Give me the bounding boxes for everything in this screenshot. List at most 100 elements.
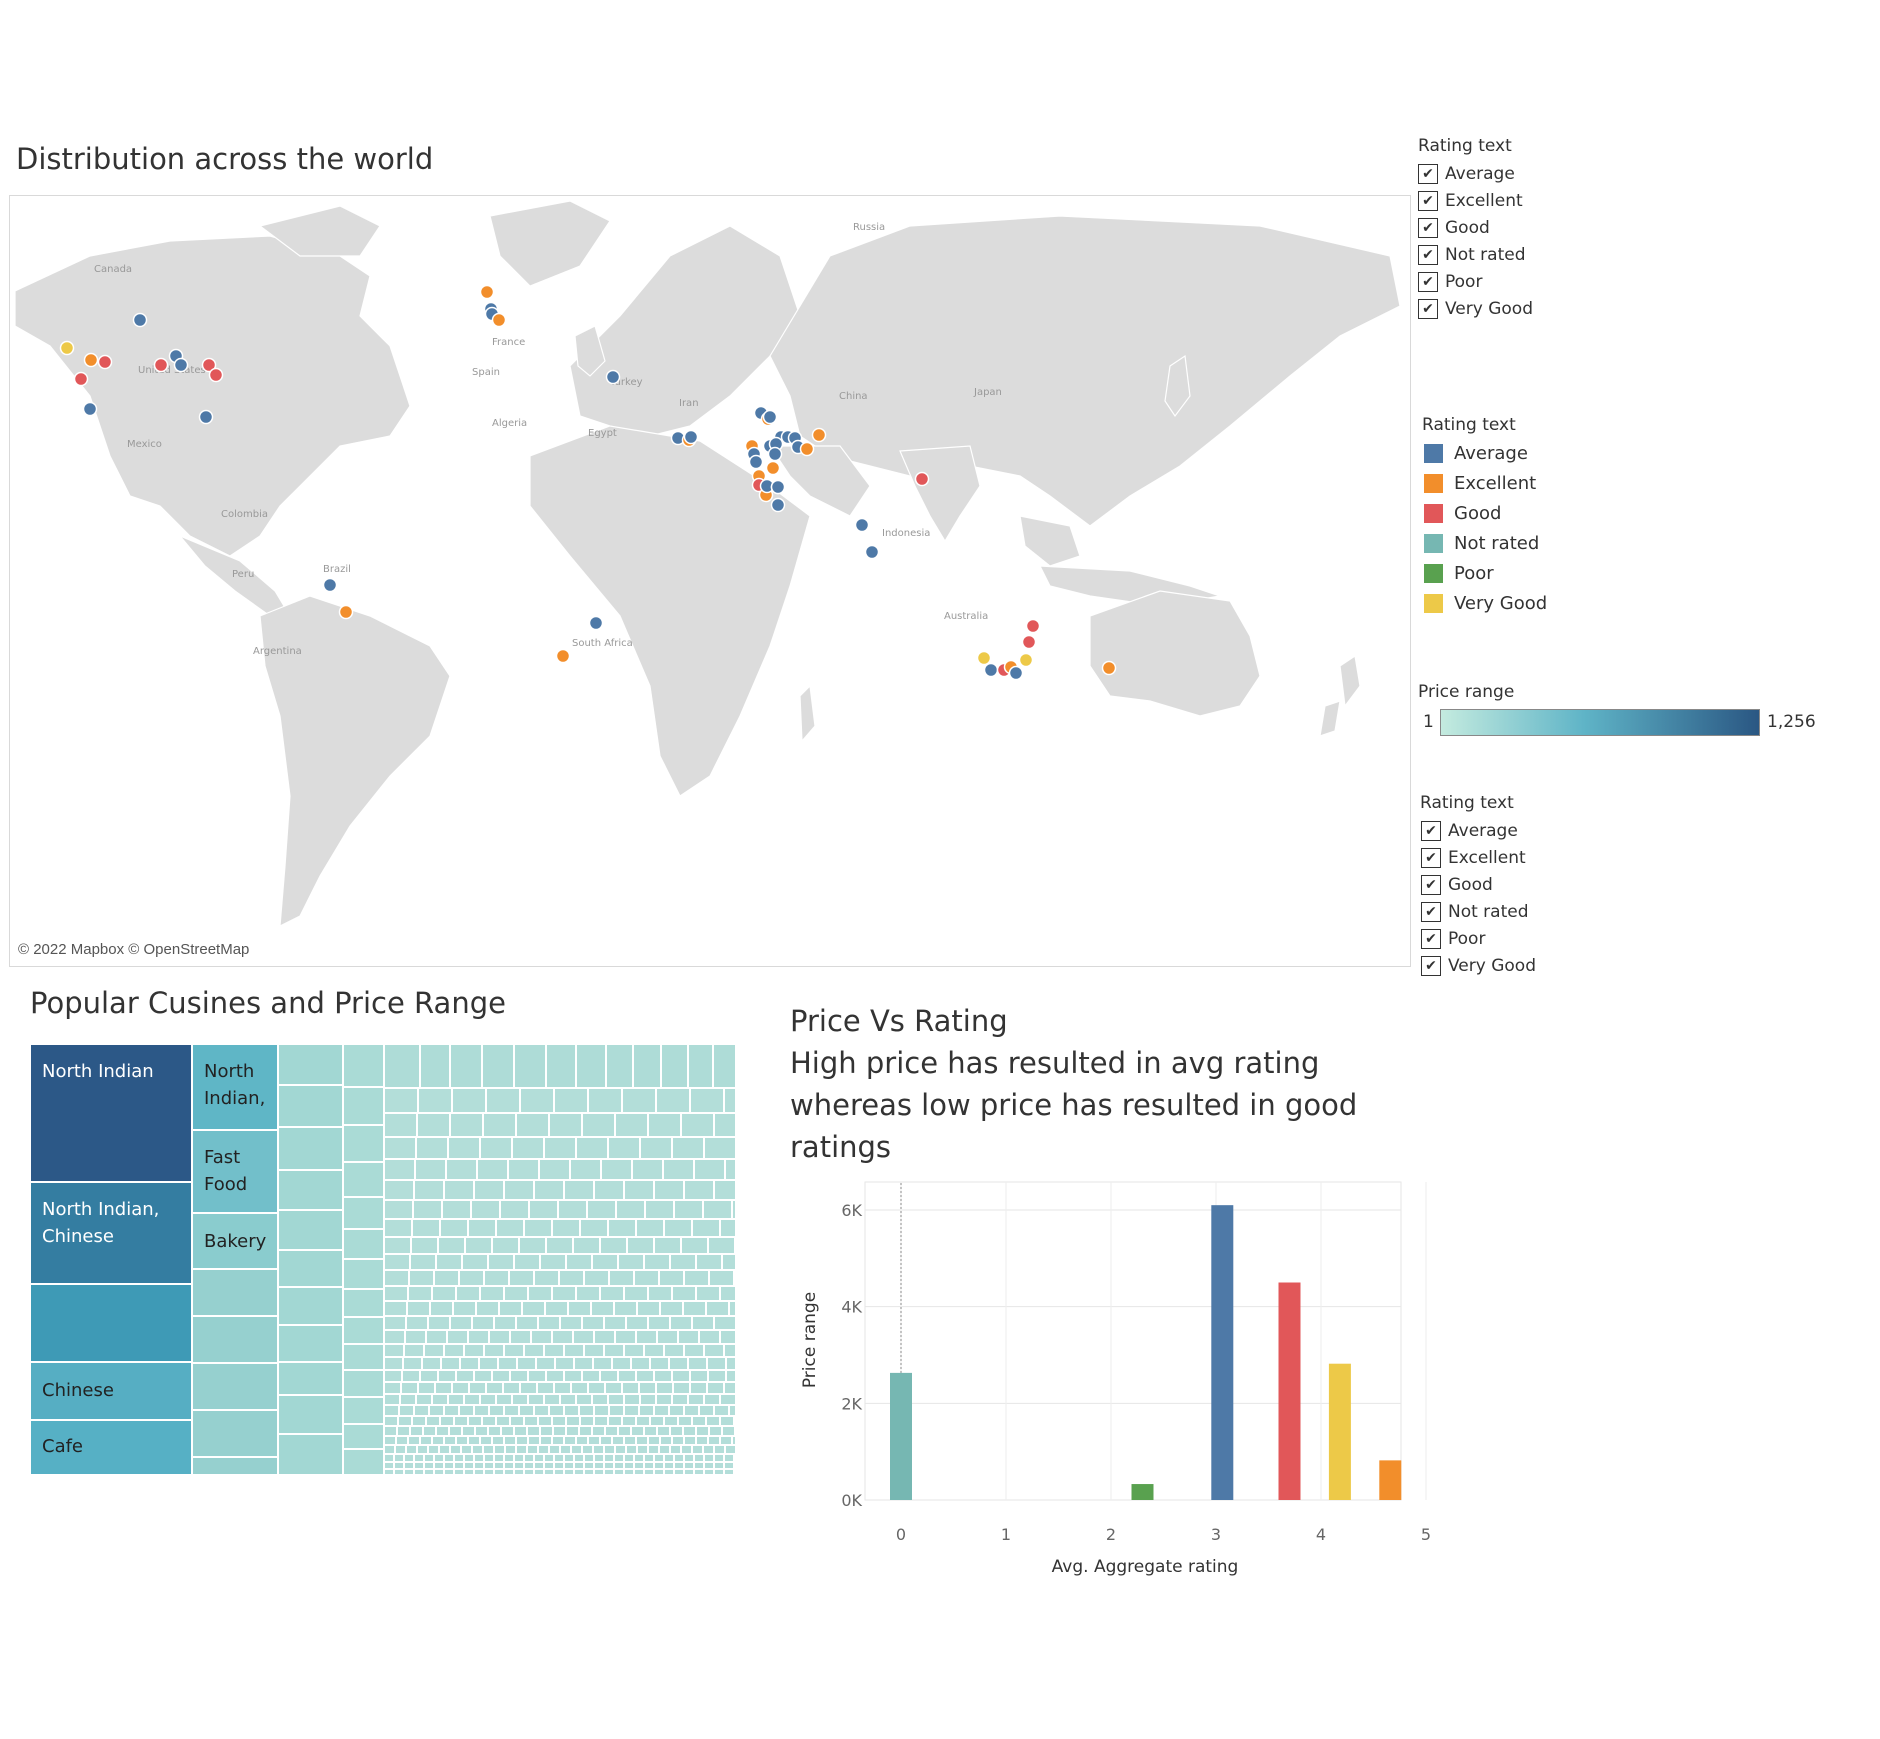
- treemap-tile[interactable]: [544, 1462, 554, 1469]
- map-point[interactable]: [1021, 634, 1037, 650]
- treemap-tile[interactable]: [681, 1237, 708, 1254]
- treemap-tile[interactable]: [734, 1462, 736, 1469]
- treemap-tile[interactable]: [504, 1180, 534, 1200]
- treemap-tile[interactable]: [681, 1445, 692, 1454]
- treemap-tile[interactable]: [464, 1469, 474, 1475]
- treemap-tile[interactable]: [707, 1357, 726, 1370]
- treemap-tile[interactable]: [573, 1237, 600, 1254]
- treemap-tile[interactable]: [504, 1286, 528, 1301]
- checkbox[interactable]: ✔: [1421, 848, 1441, 868]
- treemap-tile[interactable]: [684, 1180, 714, 1200]
- treemap-tile[interactable]: [622, 1382, 639, 1394]
- map-point[interactable]: [97, 354, 113, 370]
- treemap-tile[interactable]: [582, 1445, 593, 1454]
- treemap-tile[interactable]: [278, 1250, 343, 1287]
- treemap-tile[interactable]: [428, 1445, 439, 1454]
- bar[interactable]: [1211, 1205, 1234, 1500]
- treemap-tile[interactable]: [468, 1416, 482, 1426]
- treemap-tile[interactable]: [384, 1330, 405, 1344]
- treemap-tile[interactable]: [498, 1357, 517, 1370]
- treemap-tile[interactable]: [564, 1462, 574, 1469]
- treemap-tile[interactable]: [480, 1394, 496, 1405]
- treemap-tile[interactable]: [484, 1469, 494, 1475]
- treemap-tile[interactable]: [708, 1237, 735, 1254]
- treemap-tile[interactable]: [634, 1270, 659, 1286]
- treemap-tile[interactable]: [684, 1469, 694, 1475]
- treemap-tile[interactable]: [624, 1394, 640, 1405]
- treemap-tile[interactable]: [579, 1426, 592, 1436]
- treemap-tile[interactable]: [384, 1394, 400, 1405]
- treemap-tile[interactable]: [434, 1454, 444, 1462]
- treemap-tile[interactable]: [670, 1316, 692, 1330]
- treemap-tile[interactable]: [489, 1405, 504, 1416]
- treemap-tile[interactable]: [529, 1200, 558, 1219]
- treemap-tile[interactable]: [417, 1113, 450, 1137]
- treemap-tile[interactable]: [618, 1426, 631, 1436]
- treemap-tile[interactable]: [582, 1370, 600, 1382]
- treemap-tile[interactable]: [534, 1454, 544, 1462]
- treemap-tile[interactable]: [657, 1330, 678, 1344]
- treemap-tile[interactable]: [576, 1137, 608, 1159]
- treemap-tile[interactable]: [444, 1180, 474, 1200]
- checkbox[interactable]: ✔: [1421, 821, 1441, 841]
- treemap-tile[interactable]: [624, 1469, 634, 1475]
- treemap-tile[interactable]: [510, 1370, 528, 1382]
- treemap-tile[interactable]: [384, 1382, 401, 1394]
- treemap-tile[interactable]: [503, 1382, 520, 1394]
- treemap-tile[interactable]: [396, 1436, 408, 1445]
- treemap-tile[interactable]: [452, 1088, 486, 1113]
- treemap-tile[interactable]: [552, 1436, 564, 1445]
- checkbox[interactable]: ✔: [1418, 191, 1438, 211]
- treemap-tile[interactable]: [436, 1254, 462, 1270]
- legend-item[interactable]: Not rated: [1424, 529, 1539, 557]
- treemap-tile[interactable]: [720, 1286, 736, 1301]
- treemap-tile[interactable]: [656, 1382, 673, 1394]
- treemap-tile[interactable]: [724, 1088, 736, 1113]
- treemap-tile[interactable]: [412, 1219, 440, 1237]
- treemap-tile[interactable]: [634, 1469, 644, 1475]
- treemap-tile[interactable]: [430, 1301, 453, 1316]
- treemap-tile[interactable]: [640, 1394, 656, 1405]
- treemap-tile[interactable]: [414, 1462, 424, 1469]
- treemap-tile[interactable]: [664, 1469, 674, 1475]
- treemap-tile[interactable]: [278, 1210, 343, 1250]
- treemap-tile[interactable]: [278, 1127, 343, 1170]
- map-attribution[interactable]: © 2022 Mapbox © OpenStreetMap: [18, 941, 249, 958]
- treemap-tile[interactable]: [539, 1159, 570, 1180]
- treemap-tile[interactable]: [593, 1357, 612, 1370]
- treemap-tile[interactable]: [384, 1436, 396, 1445]
- treemap-tile[interactable]: [709, 1426, 722, 1436]
- map-point[interactable]: [59, 340, 75, 356]
- treemap-tile[interactable]: [384, 1370, 402, 1382]
- treemap-tile[interactable]: [428, 1316, 450, 1330]
- treemap-tile[interactable]: [544, 1137, 576, 1159]
- treemap-tile[interactable]: [564, 1370, 582, 1382]
- treemap-tile[interactable]: [654, 1237, 681, 1254]
- treemap-tile[interactable]: [472, 1445, 483, 1454]
- bar[interactable]: [1379, 1460, 1402, 1500]
- map-point[interactable]: [765, 460, 781, 476]
- treemap-tile[interactable]: [408, 1436, 420, 1445]
- treemap-tile[interactable]: [591, 1301, 614, 1316]
- treemap-tile[interactable]: [552, 1286, 576, 1301]
- treemap-tile[interactable]: [714, 1180, 736, 1200]
- treemap-tile[interactable]: North Indian,: [192, 1044, 278, 1130]
- treemap-tile[interactable]: [460, 1357, 479, 1370]
- treemap-tile[interactable]: [644, 1469, 654, 1475]
- treemap-tile[interactable]: [450, 1445, 461, 1454]
- treemap-tile[interactable]: [408, 1286, 432, 1301]
- treemap-tile[interactable]: [384, 1254, 410, 1270]
- treemap-tile[interactable]: [510, 1330, 531, 1344]
- filter-item[interactable]: ✔ Average: [1418, 161, 1515, 187]
- treemap-tile[interactable]: [564, 1469, 574, 1475]
- treemap-tile[interactable]: [696, 1436, 708, 1445]
- treemap-tile[interactable]: [434, 1462, 444, 1469]
- treemap-tile[interactable]: [672, 1137, 704, 1159]
- treemap-tile[interactable]: [432, 1436, 444, 1445]
- treemap-tile[interactable]: [544, 1454, 554, 1462]
- treemap-tile[interactable]: Fast Food: [192, 1130, 278, 1213]
- treemap-tile[interactable]: [394, 1462, 404, 1469]
- treemap-tile[interactable]: [395, 1445, 406, 1454]
- treemap-tile[interactable]: [690, 1382, 707, 1394]
- treemap-tile[interactable]: [722, 1426, 735, 1436]
